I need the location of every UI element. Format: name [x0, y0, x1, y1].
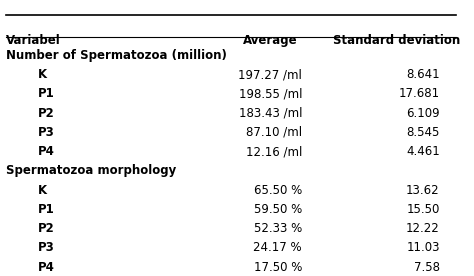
Text: P4: P4: [38, 145, 55, 158]
Text: 197.27 /ml: 197.27 /ml: [238, 68, 302, 81]
Text: K: K: [38, 184, 47, 197]
Text: 11.03: 11.03: [406, 242, 440, 254]
Text: 8.641: 8.641: [406, 68, 440, 81]
Text: 6.109: 6.109: [406, 107, 440, 120]
Text: P4: P4: [38, 261, 55, 274]
Text: P2: P2: [38, 222, 55, 235]
Text: 17.50 %: 17.50 %: [254, 261, 302, 274]
Text: 13.62: 13.62: [406, 184, 440, 197]
Text: P2: P2: [38, 107, 55, 120]
Text: P1: P1: [38, 87, 55, 100]
Text: Average: Average: [243, 34, 297, 47]
Text: 198.55 /ml: 198.55 /ml: [238, 87, 302, 100]
Text: 183.43 /ml: 183.43 /ml: [238, 107, 302, 120]
Text: 4.461: 4.461: [406, 145, 440, 158]
Text: 24.17 %: 24.17 %: [254, 242, 302, 254]
Text: P3: P3: [38, 126, 55, 139]
Text: Spermatozoa morphology: Spermatozoa morphology: [6, 164, 176, 177]
Text: 65.50 %: 65.50 %: [254, 184, 302, 197]
Text: 59.50 %: 59.50 %: [254, 203, 302, 216]
Text: 52.33 %: 52.33 %: [254, 222, 302, 235]
Text: 15.50: 15.50: [406, 203, 440, 216]
Text: 17.681: 17.681: [399, 87, 440, 100]
Text: 7.58: 7.58: [414, 261, 440, 274]
Text: P3: P3: [38, 242, 55, 254]
Text: K: K: [38, 68, 47, 81]
Text: 12.16 /ml: 12.16 /ml: [246, 145, 302, 158]
Text: Variabel: Variabel: [6, 34, 61, 47]
Text: Standard deviation: Standard deviation: [333, 34, 460, 47]
Text: 87.10 /ml: 87.10 /ml: [246, 126, 302, 139]
Text: 12.22: 12.22: [406, 222, 440, 235]
Text: 8.545: 8.545: [406, 126, 440, 139]
Text: P1: P1: [38, 203, 55, 216]
Text: Number of Spermatozoa (million): Number of Spermatozoa (million): [6, 49, 227, 62]
